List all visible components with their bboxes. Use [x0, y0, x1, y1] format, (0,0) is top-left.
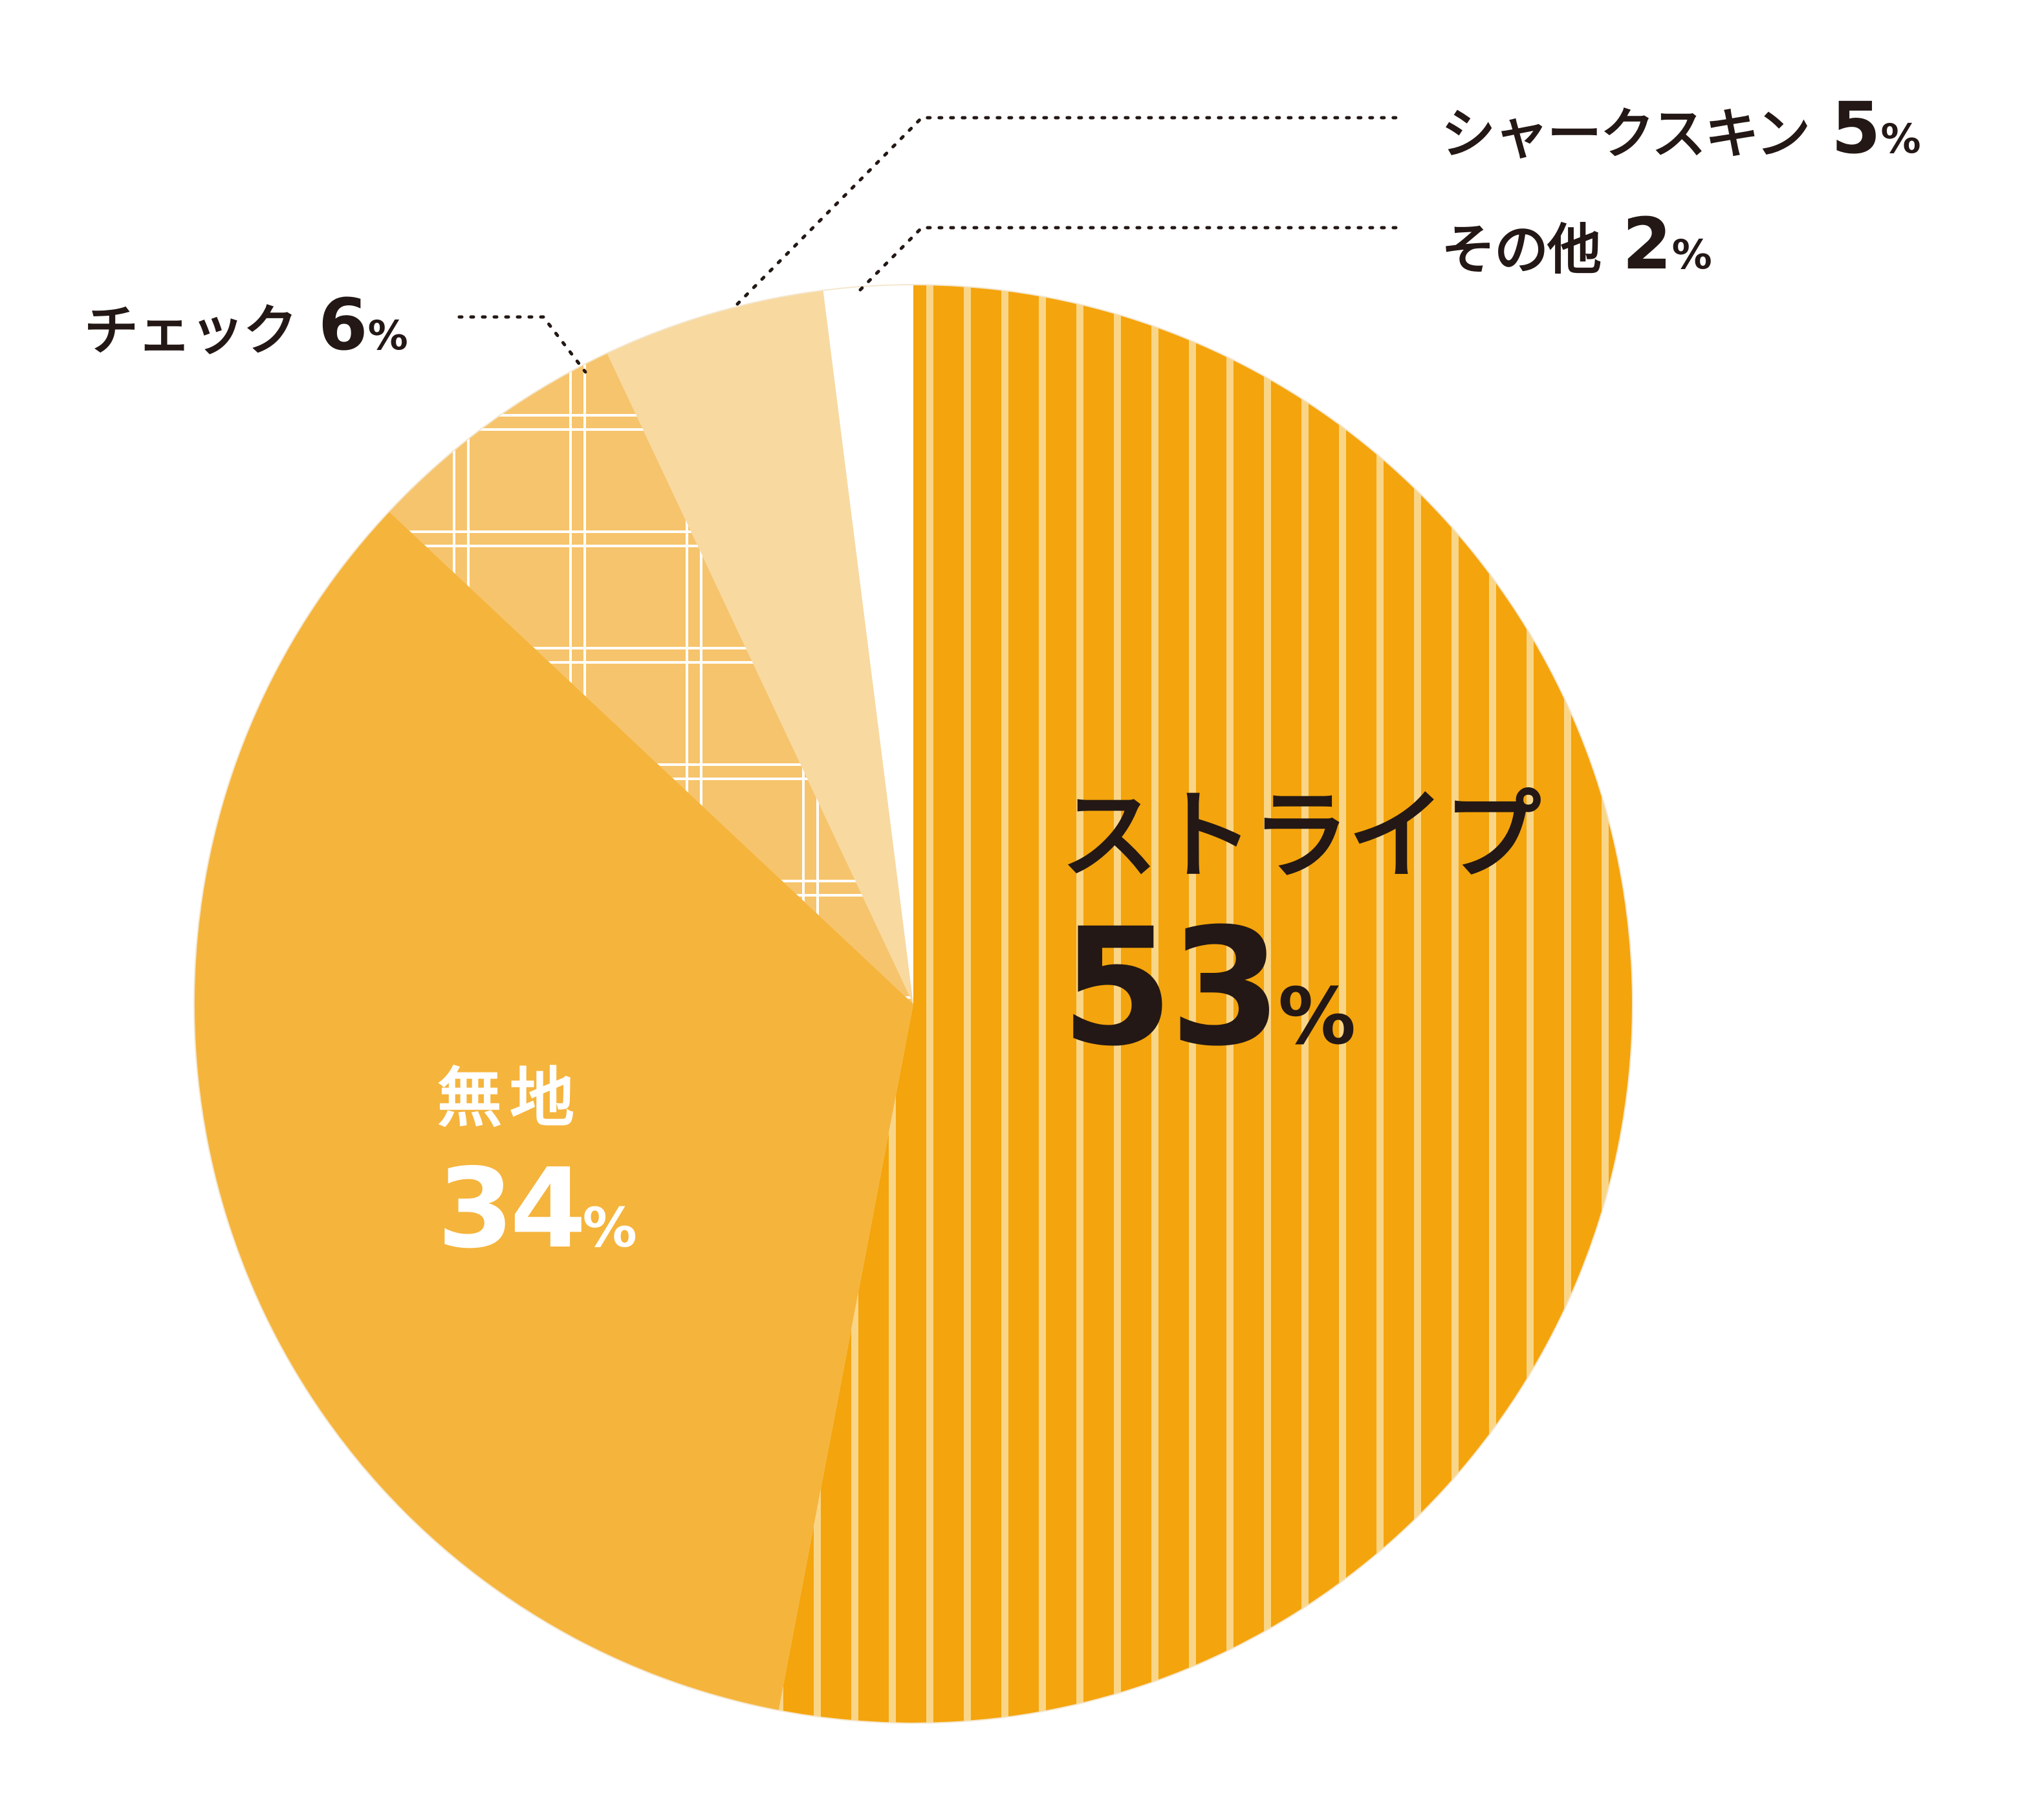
slice-value-sharkskin: 5: [1831, 87, 1881, 169]
slice-name-check: チェック: [84, 299, 298, 362]
slice-unit-stripe: %: [1278, 972, 1356, 1062]
slice-label-other: その他 2%: [1441, 208, 1712, 279]
slice-label-stripe: ストライプ 53%: [1061, 780, 1541, 1069]
pie-slice-3: [607, 290, 913, 1005]
leader-line-sharkskin: [735, 116, 1406, 306]
pie-slice-4: [823, 285, 913, 1004]
slice-value-check: 6: [318, 283, 368, 366]
slice-name-sharkskin: シャークスキン: [1441, 102, 1810, 166]
slice-value-other: 2: [1622, 202, 1672, 285]
slice-label-sharkskin: シャークスキン 5%: [1441, 93, 1921, 164]
slice-label-muji: 無地 34%: [437, 1060, 637, 1265]
pie-slice-2: [389, 353, 913, 1004]
leader-line-other: [858, 226, 1406, 292]
pie-slices: [194, 285, 1633, 1724]
slice-unit-sharkskin: %: [1880, 115, 1921, 162]
slice-unit-other: %: [1671, 231, 1712, 278]
slice-value-stripe: 53: [1061, 893, 1282, 1082]
slice-name-muji: 無地: [437, 1060, 582, 1136]
slice-label-check: チェック 6%: [84, 289, 408, 360]
leader-line-check: [457, 315, 587, 374]
slice-name-other: その他: [1441, 218, 1602, 281]
leader-lines: [457, 116, 1406, 374]
pie-outline: [193, 284, 1633, 1724]
slice-name-stripe: ストライプ: [1061, 780, 1541, 893]
pie-slice-1: [194, 511, 913, 1711]
slice-value-muji: 34: [437, 1145, 587, 1273]
slice-unit-muji: %: [582, 1196, 637, 1259]
pie-slice-0: [778, 285, 1633, 1724]
slice-unit-check: %: [367, 312, 408, 359]
